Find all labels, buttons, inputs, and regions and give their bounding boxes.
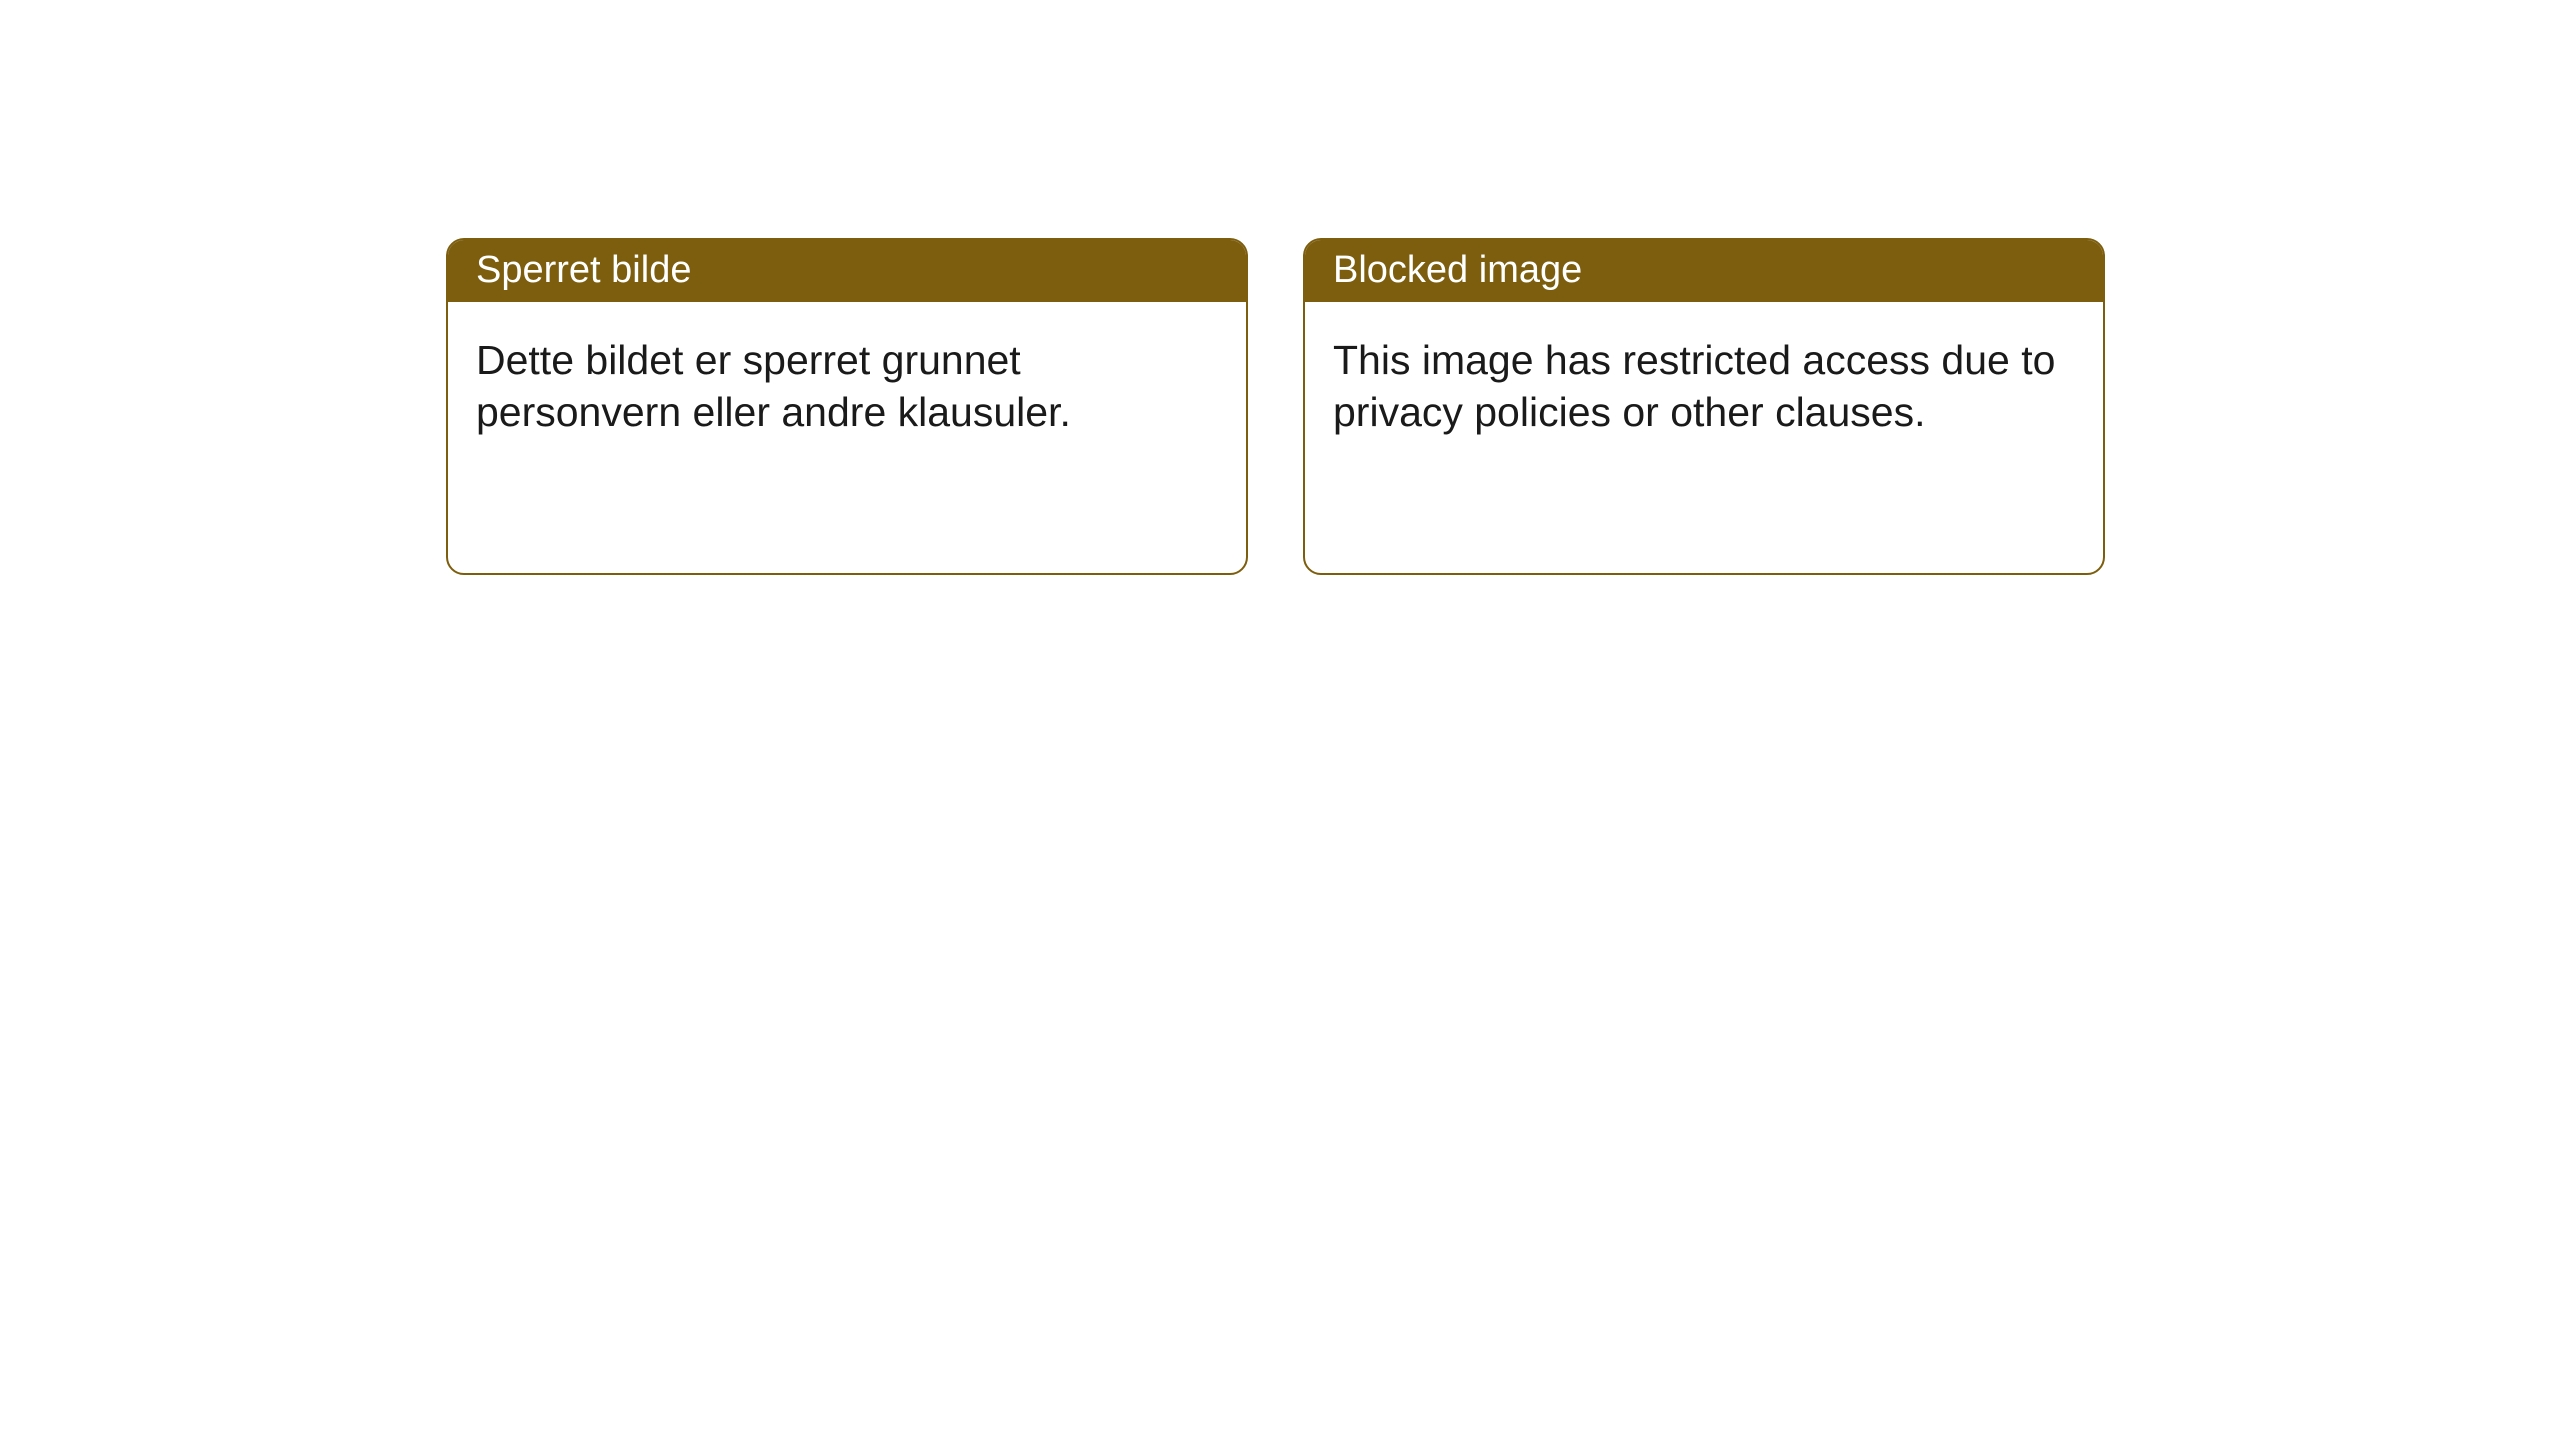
notice-card-container: Sperret bilde Dette bildet er sperret gr… <box>446 238 2105 575</box>
notice-card-norwegian: Sperret bilde Dette bildet er sperret gr… <box>446 238 1248 575</box>
notice-card-body: Dette bildet er sperret grunnet personve… <box>448 302 1246 471</box>
notice-card-body: This image has restricted access due to … <box>1305 302 2103 471</box>
notice-card-english: Blocked image This image has restricted … <box>1303 238 2105 575</box>
notice-card-title: Sperret bilde <box>448 240 1246 302</box>
notice-card-title: Blocked image <box>1305 240 2103 302</box>
